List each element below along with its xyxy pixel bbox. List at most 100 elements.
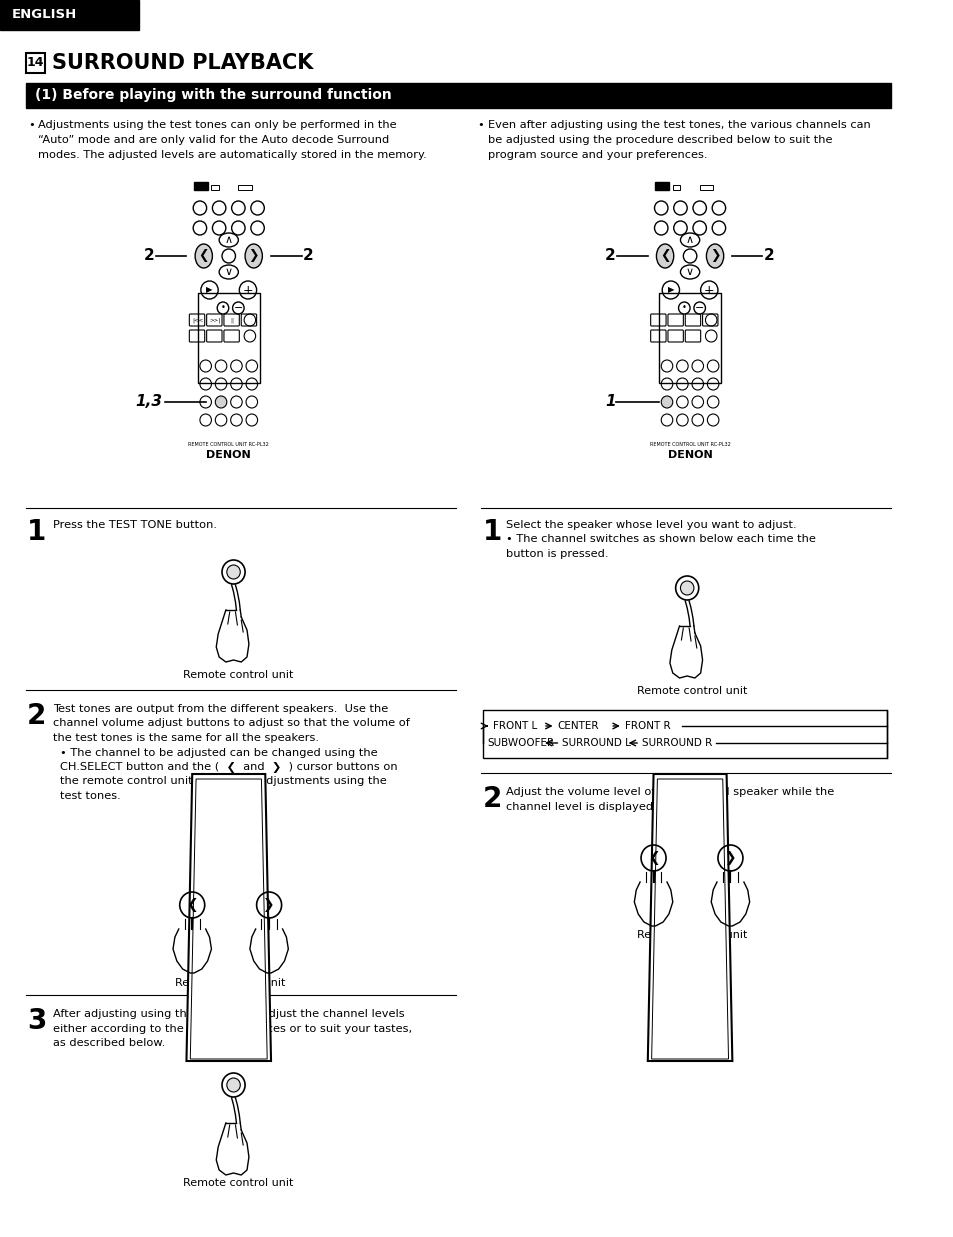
Text: 1: 1 bbox=[27, 518, 46, 546]
Text: REMOTE CONTROL UNIT RC-PL32: REMOTE CONTROL UNIT RC-PL32 bbox=[649, 443, 730, 448]
Text: Remote control unit: Remote control unit bbox=[183, 670, 294, 680]
Text: Even after adjusting using the test tones, the various channels can: Even after adjusting using the test tone… bbox=[488, 120, 870, 130]
Text: 2: 2 bbox=[144, 249, 154, 263]
Text: 2: 2 bbox=[303, 249, 314, 263]
Text: ❮: ❮ bbox=[647, 851, 659, 865]
Text: •: • bbox=[28, 120, 34, 130]
Bar bbox=[659, 293, 720, 383]
Bar bbox=[0, 0, 139, 30]
Text: ❮: ❮ bbox=[659, 250, 670, 262]
Circle shape bbox=[215, 396, 227, 408]
Text: the test tones is the same for all the speakers.: the test tones is the same for all the s… bbox=[52, 734, 318, 743]
Text: CH.SELECT button and the (  ❮  and  ❯  ) cursor buttons on: CH.SELECT button and the ( ❮ and ❯ ) cur… bbox=[59, 762, 396, 773]
Text: (1) Before playing with the surround function: (1) Before playing with the surround fun… bbox=[34, 89, 391, 103]
Bar bbox=[699, 186, 713, 190]
Bar bbox=[26, 83, 890, 108]
Text: 14: 14 bbox=[27, 57, 44, 69]
Text: CENTER: CENTER bbox=[557, 721, 598, 731]
Text: 2: 2 bbox=[27, 703, 47, 730]
Text: |<<: |<< bbox=[193, 317, 203, 323]
Text: be adjusted using the procedure described below to suit the: be adjusted using the procedure describe… bbox=[488, 135, 832, 145]
Text: “Auto” mode and are only valid for the Auto decode Surround: “Auto” mode and are only valid for the A… bbox=[38, 135, 389, 145]
Circle shape bbox=[227, 565, 240, 579]
Text: >>|: >>| bbox=[210, 317, 221, 323]
Text: ||: || bbox=[231, 317, 234, 323]
Ellipse shape bbox=[245, 244, 262, 268]
Bar bbox=[238, 186, 252, 190]
Ellipse shape bbox=[705, 244, 723, 268]
Text: ❯: ❯ bbox=[263, 898, 274, 912]
Text: Remote control unit: Remote control unit bbox=[175, 978, 286, 988]
Text: as described below.: as described below. bbox=[52, 1038, 165, 1048]
Text: +: + bbox=[242, 283, 253, 297]
Text: Select the speaker whose level you want to adjust.: Select the speaker whose level you want … bbox=[505, 520, 796, 529]
Text: •: • bbox=[477, 120, 484, 130]
Text: REMOTE CONTROL UNIT RC-PL32: REMOTE CONTROL UNIT RC-PL32 bbox=[188, 443, 269, 448]
Text: 2: 2 bbox=[482, 785, 501, 813]
Circle shape bbox=[679, 581, 693, 595]
Polygon shape bbox=[186, 774, 271, 1061]
Text: the remote control unit during the adjustments using the: the remote control unit during the adjus… bbox=[59, 777, 386, 787]
Text: ∧: ∧ bbox=[225, 235, 233, 245]
Text: SURROUND R: SURROUND R bbox=[641, 738, 712, 748]
Text: Adjustments using the test tones can only be performed in the: Adjustments using the test tones can onl… bbox=[38, 120, 396, 130]
Text: ❮: ❮ bbox=[198, 250, 209, 262]
Bar bbox=[198, 293, 259, 383]
Text: channel volume adjust buttons to adjust so that the volume of: channel volume adjust buttons to adjust … bbox=[52, 719, 409, 729]
Bar bbox=[26, 53, 45, 73]
Bar bbox=[655, 182, 668, 190]
Text: 3: 3 bbox=[27, 1007, 47, 1035]
Ellipse shape bbox=[195, 244, 213, 268]
Text: Remote control unit: Remote control unit bbox=[183, 1178, 294, 1188]
Text: Press the TEST TONE button.: Press the TEST TONE button. bbox=[52, 520, 216, 529]
Polygon shape bbox=[647, 774, 732, 1061]
Text: program source and your preferences.: program source and your preferences. bbox=[488, 150, 707, 160]
Text: 1: 1 bbox=[482, 518, 501, 546]
Bar bbox=[194, 182, 208, 190]
Text: ∨: ∨ bbox=[225, 267, 233, 277]
Text: button is pressed.: button is pressed. bbox=[505, 549, 607, 559]
Ellipse shape bbox=[656, 244, 673, 268]
Circle shape bbox=[660, 396, 672, 408]
Text: ❯: ❯ bbox=[709, 250, 720, 262]
Text: • The channel to be adjusted can be changed using the: • The channel to be adjusted can be chan… bbox=[59, 747, 376, 757]
Text: FRONT L: FRONT L bbox=[493, 721, 537, 731]
Text: Remote control unit: Remote control unit bbox=[637, 687, 746, 696]
Bar bbox=[672, 186, 679, 190]
Text: 1,3: 1,3 bbox=[135, 395, 162, 409]
Text: DENON: DENON bbox=[667, 450, 712, 460]
Text: FRONT R: FRONT R bbox=[624, 721, 670, 731]
Text: DENON: DENON bbox=[206, 450, 251, 460]
Text: ∨: ∨ bbox=[685, 267, 694, 277]
Text: modes. The adjusted levels are automatically stored in the memory.: modes. The adjusted levels are automatic… bbox=[38, 150, 427, 160]
Bar bbox=[483, 710, 886, 758]
Circle shape bbox=[227, 1077, 240, 1092]
Text: 2: 2 bbox=[604, 249, 615, 263]
Text: • The channel switches as shown below each time the: • The channel switches as shown below ea… bbox=[505, 534, 815, 544]
Text: ❮: ❮ bbox=[186, 898, 198, 912]
Text: −: − bbox=[695, 303, 703, 313]
Text: either according to the playback sources or to suit your tastes,: either according to the playback sources… bbox=[52, 1023, 412, 1033]
Text: ENGLISH: ENGLISH bbox=[11, 9, 76, 21]
Text: 2: 2 bbox=[762, 249, 774, 263]
Text: ❯: ❯ bbox=[248, 250, 258, 262]
Text: After adjusting using the test tones, adjust the channel levels: After adjusting using the test tones, ad… bbox=[52, 1009, 404, 1019]
Text: •: • bbox=[681, 303, 686, 313]
Text: SUBWOOFER: SUBWOOFER bbox=[487, 738, 554, 748]
Text: test tones.: test tones. bbox=[59, 790, 120, 802]
Text: ▶: ▶ bbox=[667, 286, 674, 294]
Text: SURROUND PLAYBACK: SURROUND PLAYBACK bbox=[51, 53, 313, 73]
Text: SURROUND L: SURROUND L bbox=[561, 738, 631, 748]
Bar bbox=[212, 186, 219, 190]
Text: •: • bbox=[220, 303, 225, 313]
Text: Adjust the volume level of the selected speaker while the: Adjust the volume level of the selected … bbox=[505, 787, 833, 797]
Text: +: + bbox=[703, 283, 714, 297]
Text: −: − bbox=[233, 303, 243, 313]
Text: channel level is displayed.: channel level is displayed. bbox=[505, 802, 656, 811]
Text: Test tones are output from the different speakers.  Use the: Test tones are output from the different… bbox=[52, 704, 388, 714]
Text: ∧: ∧ bbox=[685, 235, 694, 245]
Text: ❯: ❯ bbox=[724, 851, 736, 865]
Text: 1: 1 bbox=[604, 395, 615, 409]
Text: Remote control unit: Remote control unit bbox=[637, 930, 746, 940]
Text: ▶: ▶ bbox=[206, 286, 213, 294]
